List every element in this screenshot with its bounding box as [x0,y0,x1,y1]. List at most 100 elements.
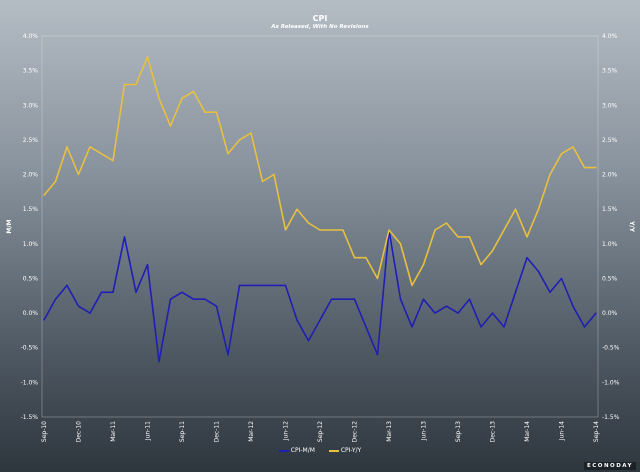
data-point [365,257,367,259]
y-tick-label-left: 3.0% [23,102,39,109]
data-point [388,229,390,231]
y-tick-label-right: 2.5% [602,137,618,144]
legend-swatch-mm [278,449,289,452]
plot-area [41,35,599,418]
y-tick-label-right: 1.5% [602,206,618,213]
data-point [296,208,298,210]
data-point [376,354,379,356]
data-point [503,326,505,328]
data-point [537,270,540,273]
data-point [112,160,114,162]
data-point [434,229,436,231]
x-tick-label: Jun-13 [421,421,428,441]
data-point [54,180,57,183]
x-tick-label: Sep-12 [317,421,324,442]
data-point [330,298,333,300]
y-tick-label-left: 0.0% [23,310,39,317]
data-point [192,90,195,92]
data-point [261,284,264,286]
chart-subtitle: As Released, With No Revisions [271,24,369,30]
y-tick-label-left: -1.0% [21,379,39,386]
data-point [135,83,137,86]
data-point [468,298,471,300]
y-tick-label-left: -0.5% [21,345,39,352]
x-tick-label: Mar-13 [386,421,393,442]
y-tick-label-right: 0.0% [602,310,618,317]
x-tick-label: Sep-11 [179,421,186,442]
y-tick-label-left: 0.5% [23,275,39,282]
data-point [560,153,563,155]
data-point [227,354,229,356]
data-point [77,173,80,176]
x-tick-label: Jun-12 [283,421,290,441]
data-point [89,146,91,148]
data-point [319,229,321,231]
data-point [215,111,218,113]
legend-label-mm: CPI-M/M [290,447,315,454]
y-tick-label-left: 2.0% [23,172,39,179]
data-point [66,284,68,286]
y-tick-label-right: 0.5% [602,275,618,282]
data-point [169,125,172,127]
data-point [595,167,597,169]
y-tick-label-left: 1.5% [23,206,39,213]
data-point [181,291,183,293]
data-point [273,284,275,286]
y-tick-label-left: 4.0% [23,33,39,40]
data-point [514,208,517,210]
data-point [146,56,149,58]
y-tick-label-right: 1.0% [602,241,618,248]
data-point [572,305,574,307]
series-line-cpi-mm [43,229,597,363]
brand-logo: ECONODAY [583,462,636,470]
x-tick-label: Jun-11 [145,421,152,441]
data-point [353,298,356,300]
data-point [376,277,379,280]
legend: CPI-M/M CPI-Y/Y [0,447,640,454]
data-point [468,236,471,238]
data-point [583,326,586,328]
data-point [514,291,517,293]
data-point [422,298,425,300]
data-point [457,312,459,314]
data-point [296,319,298,321]
data-point [158,361,160,363]
x-tick-label: Dec-13 [490,421,497,443]
x-tick-label: Dec-10 [76,421,83,443]
data-point [399,243,402,245]
data-point [307,340,310,342]
data-point [123,236,126,238]
x-tick-label: Sep-13 [455,421,462,442]
y-tick-label-right: -1.0% [602,379,620,386]
data-point [43,194,45,196]
data-point [204,298,206,300]
data-point [549,291,551,293]
y-tick-label-left: 2.5% [23,137,39,144]
data-point [204,111,206,113]
data-point [146,264,149,266]
data-point [112,291,114,293]
data-point [284,284,287,286]
data-point [572,146,574,148]
data-point [66,146,68,148]
x-tick-label: Dec-11 [214,421,221,443]
data-point [54,298,57,300]
y-tick-label-left: 3.5% [23,68,39,75]
data-point [526,236,528,238]
data-point [238,139,241,141]
data-point [100,153,103,155]
y-tick-label-left: -1.5% [21,414,39,421]
data-point [342,298,344,300]
data-point [273,173,275,176]
legend-swatch-yy [328,449,339,452]
data-point [192,298,195,300]
x-tick-label: Mar-14 [524,421,531,442]
data-point [549,173,551,176]
data-point [399,298,402,300]
legend-item-mm: CPI-M/M [278,447,315,454]
y-tick-label-right: -1.5% [602,414,620,421]
data-point [445,305,448,307]
data-point [480,264,482,266]
